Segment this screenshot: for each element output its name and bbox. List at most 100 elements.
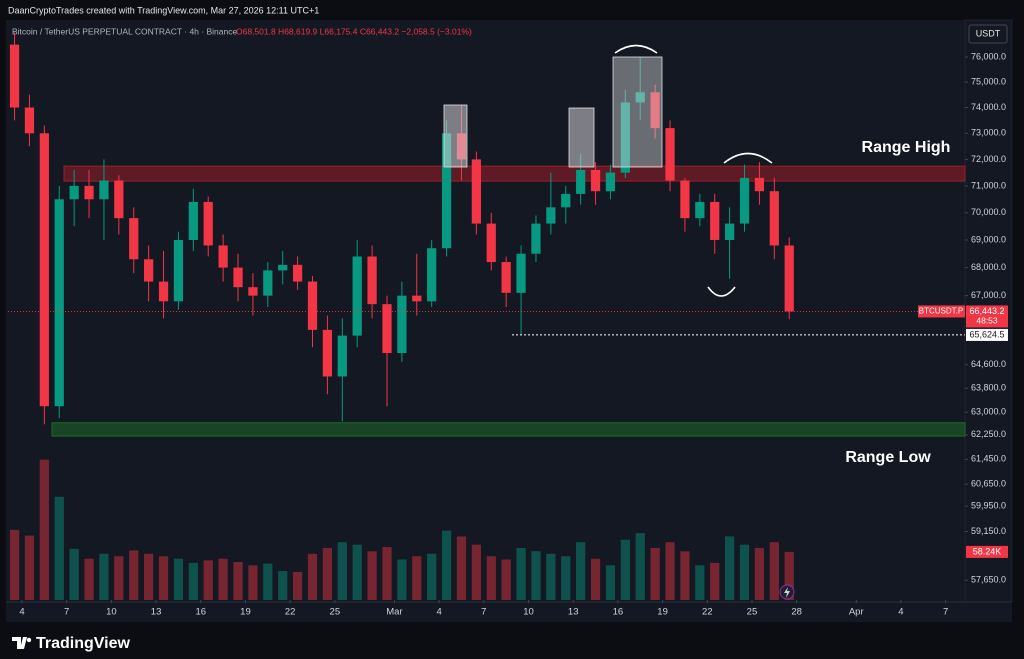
volume-bar <box>471 544 481 600</box>
candle-body <box>516 253 526 293</box>
candle-body <box>292 264 303 282</box>
currency-label[interactable]: USDT <box>976 28 1001 38</box>
ohlc-values: O68,501.8 H68,619.9 L66,175.4 C66,443.2 … <box>236 26 472 36</box>
volume-bar <box>680 551 690 600</box>
volume-bar <box>620 539 630 600</box>
volume-bar <box>382 547 392 600</box>
volume-bar <box>84 558 94 600</box>
volume-bar <box>307 553 318 600</box>
x-tick-label: 13 <box>568 607 579 618</box>
x-tick-label: 25 <box>330 607 341 618</box>
candle-body <box>263 270 273 296</box>
range-zone <box>63 165 966 182</box>
volume-bar <box>456 536 467 600</box>
y-tick-label: 62,250.0 <box>971 429 1006 439</box>
volume-bar <box>69 548 79 600</box>
plot <box>8 32 966 600</box>
zone-label: Range High <box>862 139 951 156</box>
x-tick-label: 19 <box>657 607 668 618</box>
volume-bar <box>9 529 20 600</box>
volume-bar <box>486 556 496 600</box>
level-label: 65,624.5 <box>969 329 1004 339</box>
volume-bar <box>441 530 452 600</box>
candle-body <box>322 329 333 377</box>
candle-body <box>69 185 79 200</box>
y-tick-label: 69,000.0 <box>971 234 1006 244</box>
candle-body <box>307 281 318 330</box>
volume-bar <box>710 562 720 600</box>
alert-icon-bolt <box>784 587 790 598</box>
volume-bar <box>605 565 616 600</box>
y-tick-label: 63,800.0 <box>971 383 1006 393</box>
volume-tag <box>966 545 1008 558</box>
volume-bar <box>39 459 49 600</box>
candle-body <box>24 107 35 134</box>
volume-bar <box>695 565 705 600</box>
candle-body <box>158 281 169 302</box>
candle-body <box>248 287 258 296</box>
x-tick-label: Mar <box>386 607 402 618</box>
arc <box>723 152 773 164</box>
candle-body <box>203 201 213 246</box>
volume-bar <box>590 558 601 600</box>
candle-body <box>54 199 64 407</box>
range-zone <box>51 422 966 437</box>
candle-body <box>129 218 139 260</box>
volume-bar <box>739 544 750 600</box>
y-tick-label: 59,950.0 <box>971 501 1006 511</box>
highlight-box <box>443 104 468 168</box>
x-tick-label: 25 <box>747 607 758 618</box>
candle-body <box>173 239 184 302</box>
x-tick-label: 13 <box>151 607 162 618</box>
candle-body <box>114 180 124 219</box>
volume-bar <box>292 571 303 600</box>
volume-bar <box>725 536 735 600</box>
y-tick-label: 68,000.0 <box>971 262 1006 272</box>
volume-bar <box>501 559 511 600</box>
arc <box>707 286 736 297</box>
candle-body <box>382 304 392 354</box>
candle-body <box>710 201 720 240</box>
level-tag <box>966 328 1008 341</box>
currency-button[interactable] <box>968 24 1008 44</box>
candle-body <box>427 248 437 302</box>
candle-body <box>397 295 407 354</box>
volume-bar <box>576 542 586 600</box>
volume-bar <box>754 547 765 600</box>
y-tick-label: 61,450.0 <box>971 454 1006 464</box>
candle-body <box>471 159 481 224</box>
volume-bar <box>233 562 243 600</box>
symbol-info: Bitcoin / TetherUS PERPETUAL CONTRACT · … <box>12 26 237 36</box>
candle-body <box>635 92 645 103</box>
volume-bar <box>54 496 64 600</box>
y-tick-label: 73,000.0 <box>971 128 1006 138</box>
volume-bar <box>397 559 407 600</box>
drawings <box>443 44 773 297</box>
volume-bar <box>158 556 169 600</box>
y-tick-label: 71,000.0 <box>971 180 1006 190</box>
volume-bar <box>173 558 184 600</box>
x-tick-label: 19 <box>240 607 251 618</box>
x-tick-label: 10 <box>523 607 534 618</box>
candle-body <box>754 177 765 192</box>
candle-body <box>784 245 794 312</box>
x-tick-label: 22 <box>702 607 713 618</box>
caption: DaanCryptoTrades created with TradingVie… <box>8 5 319 15</box>
candle-body <box>441 133 452 249</box>
y-tick-label: 76,000.0 <box>971 51 1006 61</box>
y-tick-label: 67,000.0 <box>971 290 1006 300</box>
y-tick-label: 60,650.0 <box>971 479 1006 489</box>
x-tick-label: 22 <box>285 607 296 618</box>
arc <box>614 44 658 54</box>
volume-bar <box>769 542 779 600</box>
x-tick-label: 4 <box>19 607 24 618</box>
x-tick-label: 16 <box>195 607 206 618</box>
volume-bar <box>322 547 333 600</box>
volume-bar <box>516 547 526 600</box>
candle-body <box>486 223 496 263</box>
candle-body <box>680 180 690 219</box>
candle-body <box>605 172 616 192</box>
symbol-tag <box>918 305 965 318</box>
volume-bar <box>531 551 541 600</box>
volume-bar <box>114 556 124 600</box>
